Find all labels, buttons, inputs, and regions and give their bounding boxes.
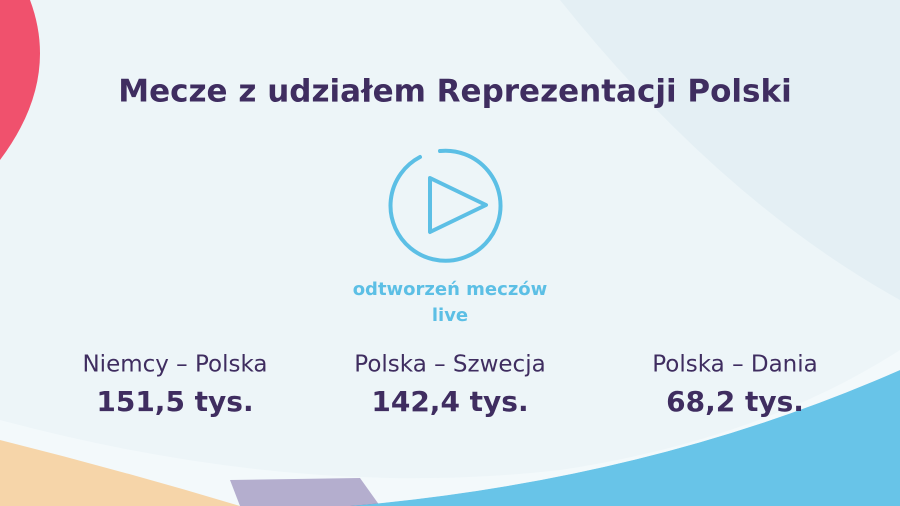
play-triangle [428, 176, 488, 234]
match-name: Niemcy – Polska [82, 352, 267, 378]
match-name: Polska – Szwecja [354, 352, 545, 378]
match-value: 68,2 tys. [666, 385, 804, 418]
corner-shape [350, 370, 900, 506]
caption: live [432, 305, 468, 326]
match-value: 142,4 tys. [371, 385, 528, 418]
corner-shape [0, 0, 40, 160]
match-value: 151,5 tys. [96, 385, 253, 418]
title: Mecze z udziałem Reprezentacji Polski [118, 74, 791, 110]
caption: odtworzeń meczów [353, 279, 548, 300]
background-swoosh [0, 350, 900, 506]
play-circle [388, 148, 503, 263]
play-icon [388, 148, 503, 263]
background-swoosh [560, 0, 900, 300]
match-name: Polska – Dania [652, 352, 818, 378]
